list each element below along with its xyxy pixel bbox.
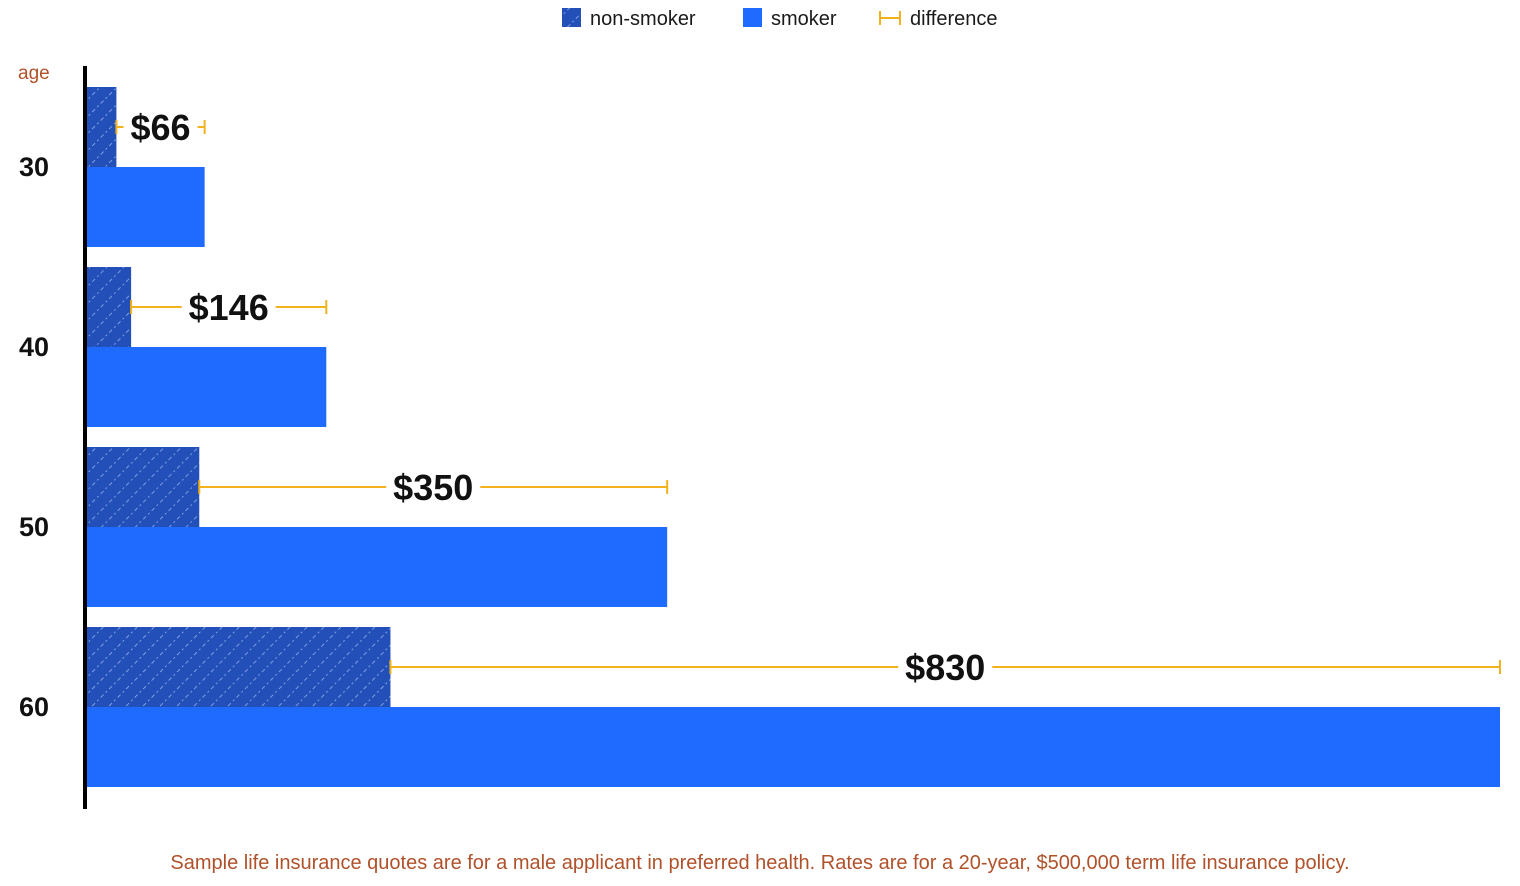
- bar-non-smoker-age-40: [87, 267, 132, 347]
- legend-swatch-smoker: [743, 8, 762, 27]
- bar-smoker-age-40: [87, 347, 327, 427]
- bar-smoker-age-30: [87, 167, 205, 247]
- chart-marks: 30 $66 40 $146 50 $350 60 $830: [19, 87, 1501, 787]
- age-label-50: 50: [19, 512, 49, 542]
- legend: non-smoker smoker difference: [562, 8, 997, 30]
- footnote: Sample life insurance quotes are for a m…: [170, 852, 1350, 874]
- age-label-40: 40: [19, 332, 49, 362]
- legend-swatch-non-smoker: [562, 8, 581, 27]
- legend-label-smoker: smoker: [771, 8, 837, 30]
- bar-non-smoker-age-30: [87, 87, 117, 167]
- bar-smoker-age-60: [87, 707, 1500, 787]
- age-label-30: 30: [19, 152, 49, 182]
- bar-non-smoker-age-60: [87, 627, 391, 707]
- difference-bracket-age-50: [198, 480, 669, 494]
- bar-smoker-age-50: [87, 527, 668, 607]
- legend-difference-icon: [879, 11, 901, 25]
- difference-label-age-60: $830: [905, 647, 985, 688]
- difference-label-age-40: $146: [189, 287, 269, 328]
- bar-non-smoker-age-50: [87, 447, 200, 527]
- difference-bracket-age-60: [389, 660, 1501, 674]
- age-label-60: 60: [19, 692, 49, 722]
- difference-label-age-50: $350: [393, 467, 473, 508]
- legend-label-difference: difference: [910, 8, 997, 30]
- y-axis-title: age: [18, 63, 50, 84]
- difference-label-age-30: $66: [130, 107, 190, 148]
- difference-bracket-age-30: [115, 120, 206, 134]
- legend-label-non-smoker: non-smoker: [590, 8, 696, 30]
- difference-bracket-age-40: [130, 300, 328, 314]
